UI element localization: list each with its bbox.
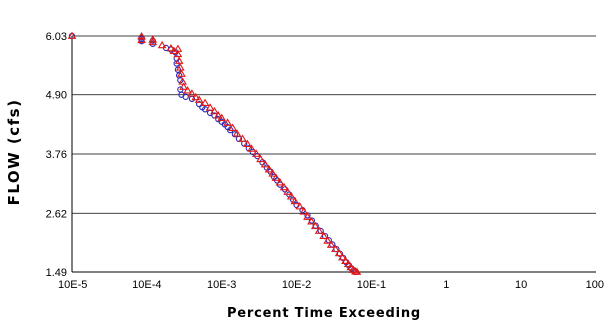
triangle-point-1 — [137, 32, 146, 40]
triangle-point-27 — [238, 134, 247, 142]
triangle-point-41 — [295, 202, 305, 210]
triangle-point-5 — [157, 40, 167, 49]
x-tick-label-5: 1 — [443, 279, 449, 291]
triangle-point-34 — [268, 169, 278, 177]
x-tick-label-4: 10E-1 — [357, 279, 386, 291]
triangle-point-33 — [264, 165, 274, 173]
triangle-point-40 — [290, 196, 300, 205]
triangle-point-46 — [314, 226, 324, 234]
triangle-point-36 — [275, 178, 285, 186]
triangle-point-21 — [210, 106, 219, 115]
triangle-point-29 — [247, 144, 256, 152]
y-axis-tick-labels: 1.49 2.62 3.76 4.90 6.03 — [46, 31, 67, 279]
triangle-point-0 — [67, 31, 77, 39]
triangle-point-47 — [319, 231, 329, 240]
triangle-point-2 — [137, 35, 146, 44]
triangle-point-24 — [223, 118, 233, 126]
triangle-point-9 — [173, 49, 183, 58]
triangle-point-43 — [303, 212, 312, 220]
triangle-point-28 — [242, 139, 252, 148]
plot-frame — [71, 36, 596, 273]
triangle-point-3 — [148, 35, 158, 43]
y-tick-label-1: 2.62 — [46, 208, 67, 220]
triangle-point-17 — [191, 92, 201, 101]
triangle-point-19 — [200, 98, 210, 106]
triangle-point-58 — [352, 267, 362, 275]
x-tick-label-0: 10E-5 — [58, 279, 87, 291]
triangle-point-30 — [251, 149, 261, 157]
x-tick-label-3: 10E-2 — [282, 279, 311, 291]
triangle-point-54 — [343, 259, 353, 268]
triangle-point-4 — [148, 37, 158, 46]
triangle-point-12 — [177, 69, 186, 77]
triangle-point-48 — [323, 236, 332, 244]
y-tick-label-4: 6.03 — [46, 31, 67, 43]
circle-point-37 — [270, 173, 278, 181]
triangle-point-13 — [178, 77, 187, 85]
circle-point-16 — [182, 93, 189, 100]
triangle-point-35 — [271, 173, 281, 181]
x-axis-tick-labels: 10E-5 10E-4 10E-3 10E-2 10E-1 1 10 100 — [58, 279, 604, 291]
triangle-point-50 — [331, 244, 340, 253]
triangle-point-15 — [183, 86, 192, 94]
triangle-point-53 — [341, 256, 350, 265]
horizontal-gridlines — [72, 35, 596, 273]
triangle-point-38 — [283, 187, 293, 195]
x-tick-label-2: 10E-3 — [207, 279, 236, 291]
triangle-point-26 — [232, 129, 242, 137]
triangle-point-42 — [299, 207, 309, 215]
triangle-point-51 — [334, 248, 344, 257]
triangle-point-49 — [326, 240, 336, 248]
triangle-point-39 — [286, 192, 296, 200]
y-tick-label-0: 1.49 — [46, 267, 67, 279]
triangle-point-6 — [166, 43, 176, 52]
triangle-point-52 — [338, 252, 347, 261]
circle-point-28 — [231, 131, 239, 138]
triangle-point-18 — [194, 95, 204, 103]
triangle-point-44 — [307, 217, 316, 225]
y-tick-label-2: 3.76 — [46, 149, 67, 161]
triangle-point-23 — [217, 113, 227, 122]
x-tick-label-6: 10 — [515, 279, 527, 291]
triangle-point-16 — [187, 89, 197, 97]
x-tick-label-7: 100 — [586, 279, 604, 291]
triangle-point-22 — [213, 111, 223, 119]
triangle-point-37 — [279, 182, 289, 191]
y-axis-title: FLOW (cfs) — [5, 99, 23, 206]
y-tick-label-3: 4.90 — [46, 90, 67, 102]
x-axis-title: Percent Time Exceeding — [227, 306, 421, 321]
triangle-point-20 — [205, 103, 215, 111]
triangle-markers — [67, 31, 362, 275]
triangle-point-10 — [174, 56, 184, 64]
triangle-point-25 — [228, 123, 238, 131]
x-tick-label-1: 10E-4 — [132, 279, 161, 291]
triangle-point-31 — [256, 154, 265, 163]
triangle-point-14 — [179, 82, 189, 90]
triangle-point-32 — [260, 159, 270, 168]
triangle-point-11 — [175, 63, 185, 71]
triangle-point-45 — [310, 221, 320, 230]
